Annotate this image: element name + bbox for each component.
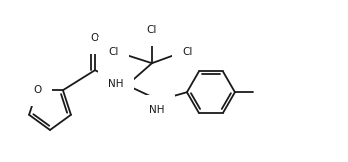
Text: Cl: Cl (182, 47, 192, 57)
Text: NH: NH (149, 105, 165, 115)
Text: NH: NH (108, 79, 124, 89)
Text: O: O (33, 85, 41, 95)
Text: Cl: Cl (147, 25, 157, 35)
Text: O: O (91, 33, 99, 43)
Text: Cl: Cl (109, 47, 119, 57)
